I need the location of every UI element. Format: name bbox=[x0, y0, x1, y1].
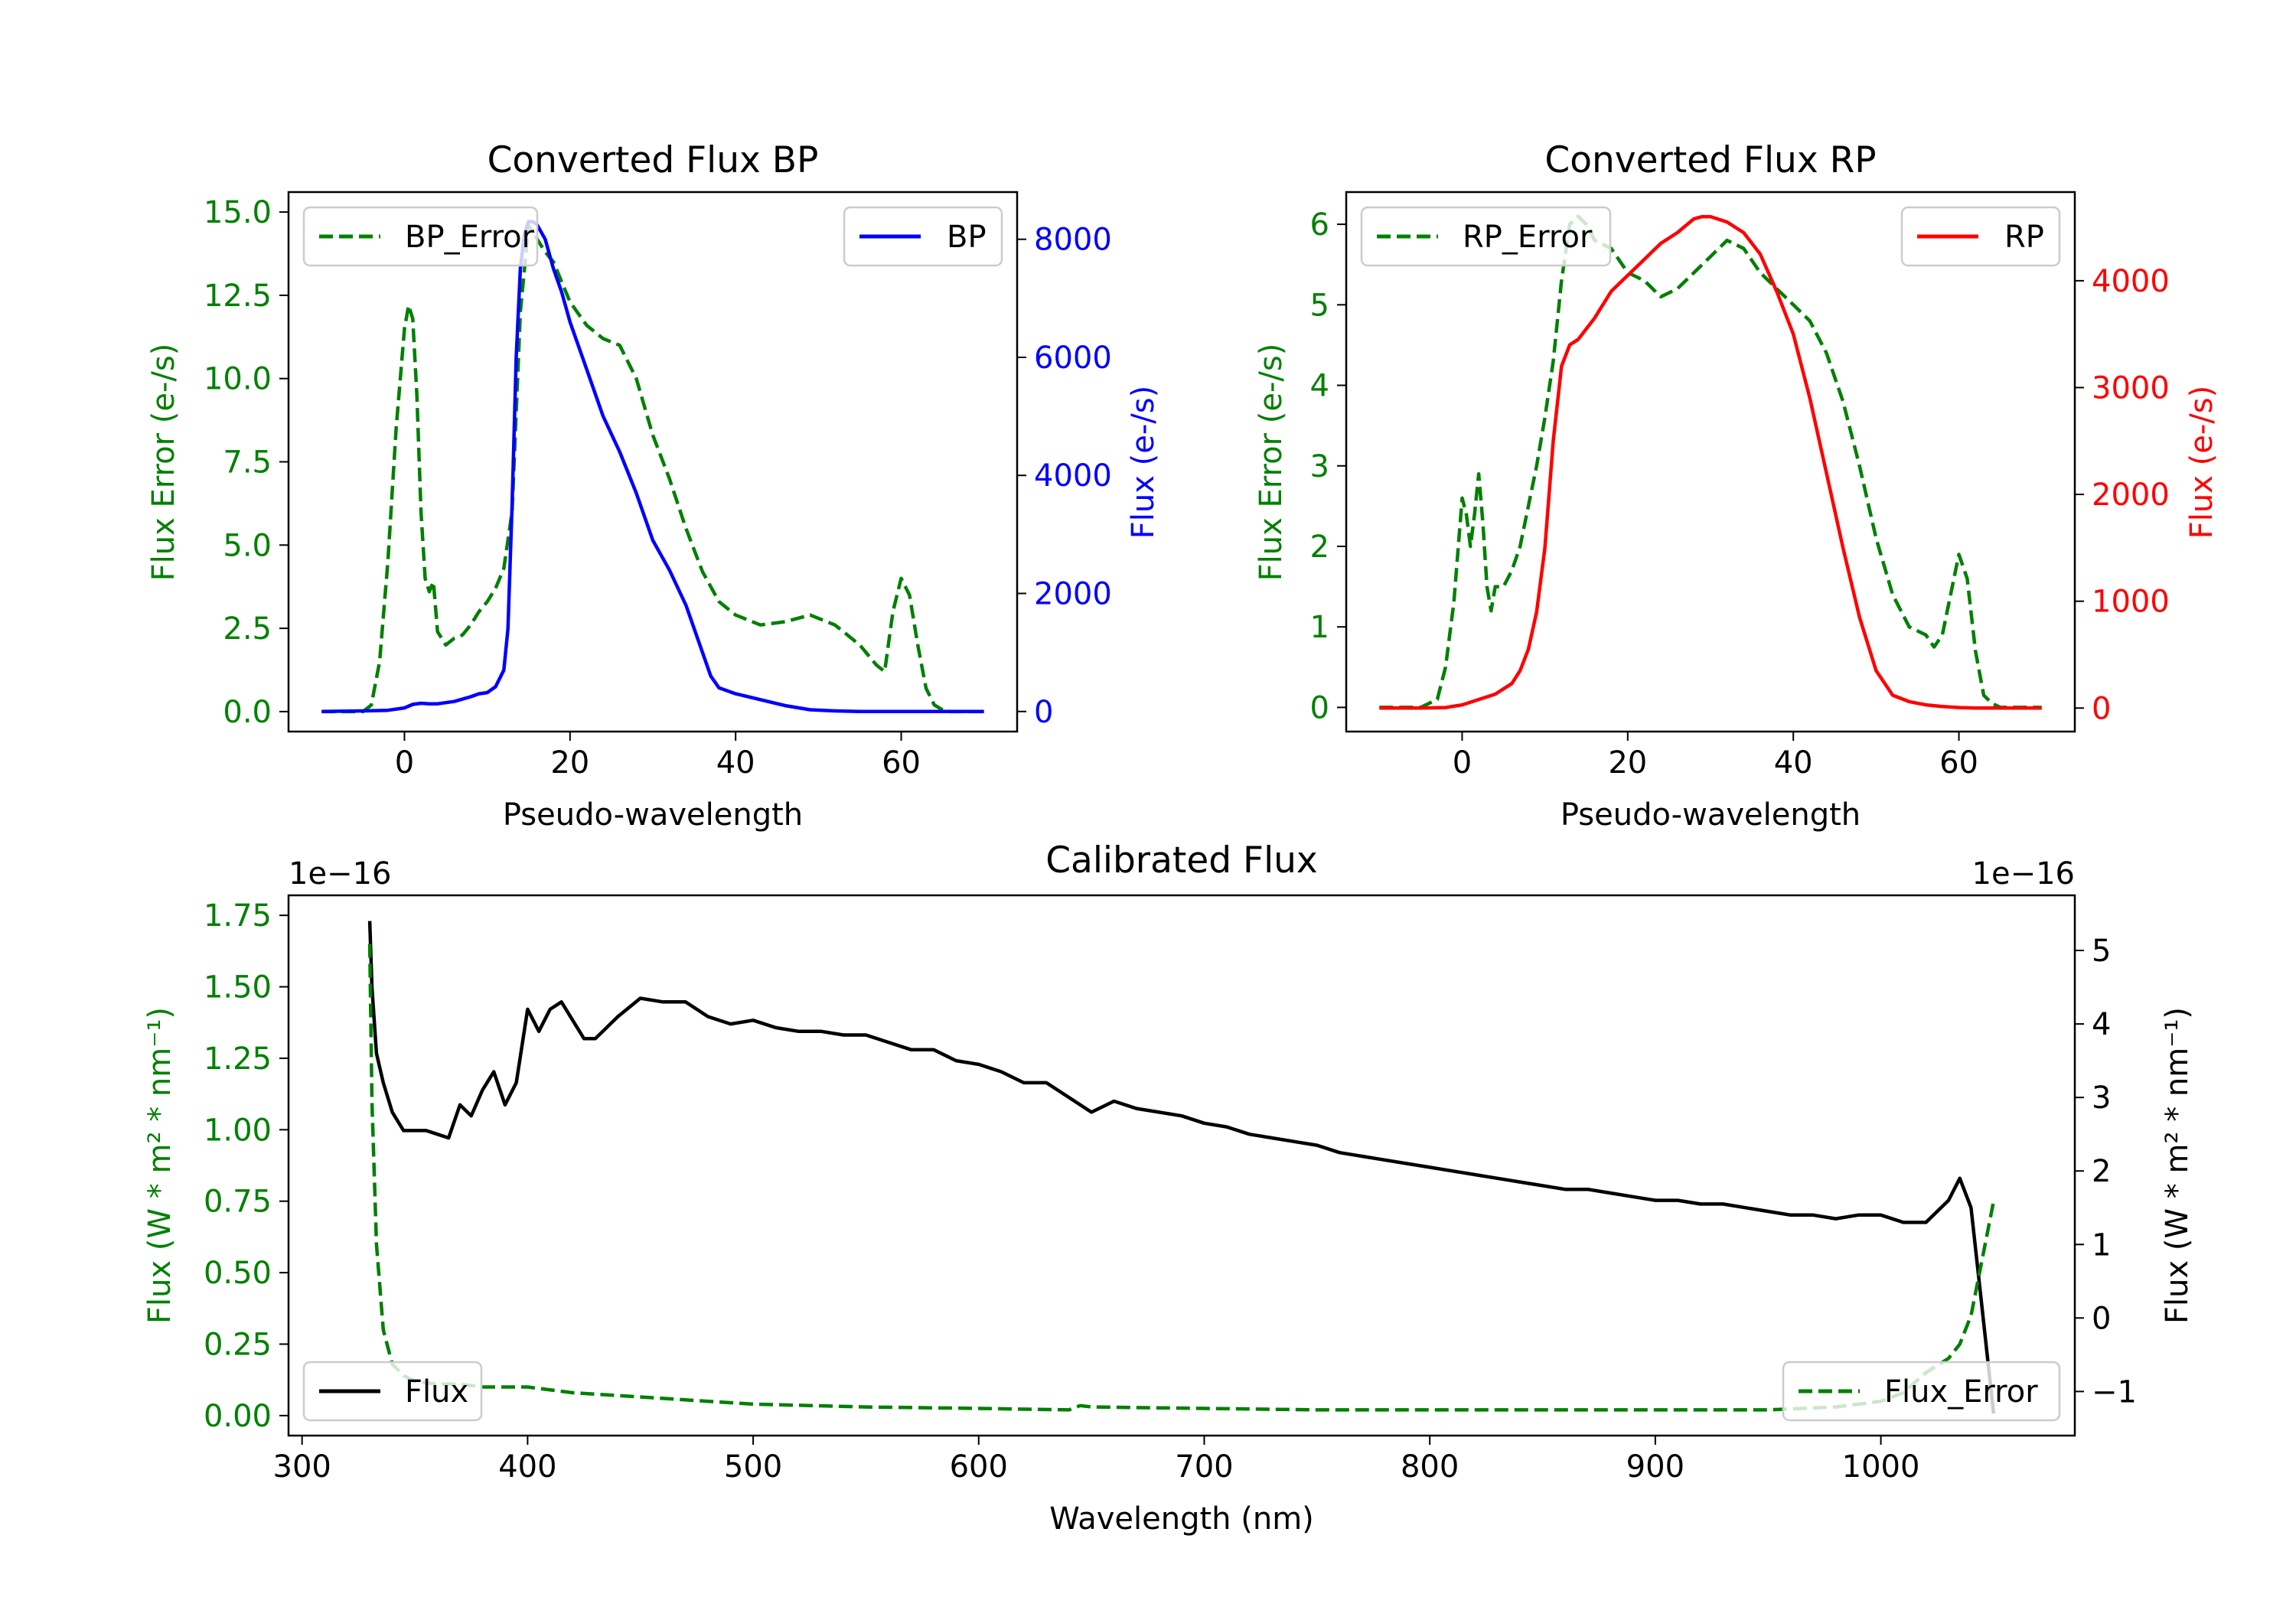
cal-title: Calibrated Flux bbox=[1045, 839, 1318, 882]
cal-left-tick-label: 1.00 bbox=[204, 1113, 272, 1148]
rp-left-axis-label: Flux Error (e-/s) bbox=[1254, 344, 1289, 582]
rp-x-tick-label: 40 bbox=[1774, 745, 1813, 781]
bp-left-tick-label: 7.5 bbox=[223, 445, 272, 481]
bp-x-axis-label: Pseudo-wavelength bbox=[503, 797, 803, 833]
bp-legend-flux-label: BP bbox=[947, 220, 987, 255]
rp-series-rp-line bbox=[1379, 214, 2042, 710]
bp-left-axis-label: Flux Error (e-/s) bbox=[146, 344, 181, 582]
cal-x-tick-label: 700 bbox=[1175, 1449, 1233, 1485]
rp-legend-error-label: RP_Error bbox=[1463, 220, 1593, 255]
bp-x-tick-label: 0 bbox=[395, 745, 414, 781]
rp-right-tick-label: 4000 bbox=[2092, 264, 2170, 299]
rp-left-tick-label: 4 bbox=[1310, 369, 1329, 404]
bp-left-tick-label: 10.0 bbox=[204, 362, 272, 397]
cal-left-tick-label: 1.50 bbox=[204, 970, 272, 1006]
bp-right-tick-label: 6000 bbox=[1034, 341, 1112, 376]
bp-left-tick-label: 15.0 bbox=[204, 195, 272, 230]
rp-left-tick-label: 3 bbox=[1310, 449, 1329, 484]
bp-legend-error-label: BP_Error bbox=[405, 220, 535, 255]
panel-converted-flux-rp: Converted Flux RP 0 20 40 60012345601000200… bbox=[1254, 139, 2219, 833]
bp-right-axis-label: Flux (e-/s) bbox=[1126, 386, 1161, 539]
rp-title: Converted Flux RP bbox=[1544, 139, 1876, 181]
cal-right-tick-label: 1 bbox=[2092, 1227, 2111, 1263]
cal-left-tick-label: 0.50 bbox=[204, 1256, 272, 1291]
cal-right-tick-label: 2 bbox=[2092, 1154, 2111, 1189]
cal-x-tick-label: 800 bbox=[1401, 1449, 1459, 1485]
rp-legend-left-box bbox=[1360, 206, 1612, 267]
panel-calibrated-flux: Calibrated Flux 1e−16 1e−16 300 400 500 600… bbox=[142, 839, 2195, 1537]
rp-legend-left: RP_Error bbox=[1360, 206, 1612, 267]
cal-x-tick-label: 600 bbox=[950, 1449, 1008, 1485]
rp-right-tick-label: 3000 bbox=[2092, 370, 2170, 406]
panel-converted-flux-bp: Converted Flux BP 0 20 40 60 0.0 2.5 5.0 7.5 10.… bbox=[146, 139, 1161, 833]
rp-legend-right: RP bbox=[1900, 206, 2061, 267]
cal-plot-frame bbox=[287, 894, 2076, 1437]
rp-right-tick-label: 2000 bbox=[2092, 478, 2170, 513]
rp-left-tick-label: 5 bbox=[1310, 288, 1329, 323]
cal-left-tick-label: 0.00 bbox=[204, 1399, 272, 1434]
rp-plot-frame bbox=[1345, 191, 2076, 733]
cal-legend-right: Flux_Error bbox=[1782, 1361, 2061, 1422]
bp-right-tick-label: 2000 bbox=[1034, 577, 1112, 612]
cal-right-tick-label: 0 bbox=[2092, 1301, 2111, 1336]
bp-right-tick-label: 0 bbox=[1034, 695, 1053, 730]
bp-legend-left-box bbox=[302, 206, 539, 267]
rp-left-tick-label: 2 bbox=[1310, 530, 1329, 565]
rp-x-axis-label: Pseudo-wavelength bbox=[1561, 797, 1861, 833]
cal-legend-flux-label: Flux bbox=[405, 1374, 468, 1410]
rp-x-tick-label: 60 bbox=[1939, 745, 1978, 781]
bp-left-tick-label: 12.5 bbox=[204, 279, 272, 314]
rp-series-rp-error-line bbox=[1379, 214, 2042, 709]
bp-x-tick-label: 60 bbox=[882, 745, 921, 781]
cal-right-offset-text: 1e−16 bbox=[1972, 856, 2075, 892]
rp-left-tick-label: 1 bbox=[1310, 610, 1329, 645]
rp-left-tick-label: 6 bbox=[1310, 207, 1329, 243]
cal-x-axis-label: Wavelength (nm) bbox=[1049, 1501, 1314, 1537]
cal-left-tick-label: 0.75 bbox=[204, 1185, 272, 1220]
cal-x-tick-label: 300 bbox=[273, 1449, 331, 1485]
cal-series-flux-line bbox=[367, 921, 1996, 1414]
rp-legend-flux-label: RP bbox=[2004, 220, 2044, 255]
cal-legend-right-box bbox=[1782, 1361, 2061, 1422]
cal-legend-left-box bbox=[302, 1361, 483, 1422]
rp-legend-right-box bbox=[1900, 206, 2061, 267]
rp-right-axis-label: Flux (e-/s) bbox=[2184, 386, 2219, 539]
bp-x-tick-label: 40 bbox=[716, 745, 755, 781]
cal-x-tick-label: 900 bbox=[1626, 1449, 1684, 1485]
cal-right-tick-label: 5 bbox=[2092, 934, 2111, 969]
bp-legend-left: BP_Error bbox=[302, 206, 539, 267]
cal-x-tick-label: 400 bbox=[498, 1449, 556, 1485]
rp-x-tick-label: 20 bbox=[1608, 745, 1647, 781]
cal-left-axis-label: Flux (W * m² * nm⁻¹) bbox=[142, 1007, 178, 1324]
bp-x-tick-label: 20 bbox=[550, 745, 589, 781]
cal-left-tick-label: 1.75 bbox=[204, 898, 272, 934]
cal-right-tick-label: 3 bbox=[2092, 1081, 2111, 1116]
cal-x-tick-label: 1000 bbox=[1842, 1449, 1920, 1485]
cal-right-tick-label: −1 bbox=[2092, 1374, 2137, 1410]
bp-title: Converted Flux BP bbox=[488, 139, 819, 181]
rp-right-tick-label: 0 bbox=[2092, 691, 2111, 726]
bp-legend-right: BP bbox=[843, 206, 1003, 267]
rp-left-tick-label: 0 bbox=[1310, 690, 1329, 725]
bp-left-tick-label: 5.0 bbox=[223, 528, 272, 563]
bp-left-tick-label: 2.5 bbox=[223, 611, 272, 647]
bp-plot-frame bbox=[287, 191, 1019, 733]
bp-series-bp-line bbox=[321, 220, 984, 714]
bp-right-tick-label: 4000 bbox=[1034, 458, 1112, 494]
cal-right-axis-label: Flux (W * m² * nm⁻¹) bbox=[2160, 1007, 2195, 1324]
cal-legend-error-label: Flux_Error bbox=[1884, 1374, 2038, 1410]
cal-legend-left: Flux bbox=[302, 1361, 483, 1422]
cal-left-offset-text: 1e−16 bbox=[289, 856, 391, 892]
rp-x-tick-label: 0 bbox=[1453, 745, 1472, 781]
cal-left-tick-label: 0.25 bbox=[204, 1327, 272, 1362]
cal-x-tick-label: 500 bbox=[724, 1449, 782, 1485]
cal-right-tick-label: 4 bbox=[2092, 1007, 2111, 1042]
bp-left-tick-label: 0.0 bbox=[223, 695, 272, 730]
bp-right-tick-label: 8000 bbox=[1034, 223, 1112, 258]
cal-left-tick-label: 1.25 bbox=[204, 1041, 272, 1077]
rp-right-tick-label: 1000 bbox=[2092, 585, 2170, 620]
bp-legend-right-box bbox=[843, 206, 1003, 267]
